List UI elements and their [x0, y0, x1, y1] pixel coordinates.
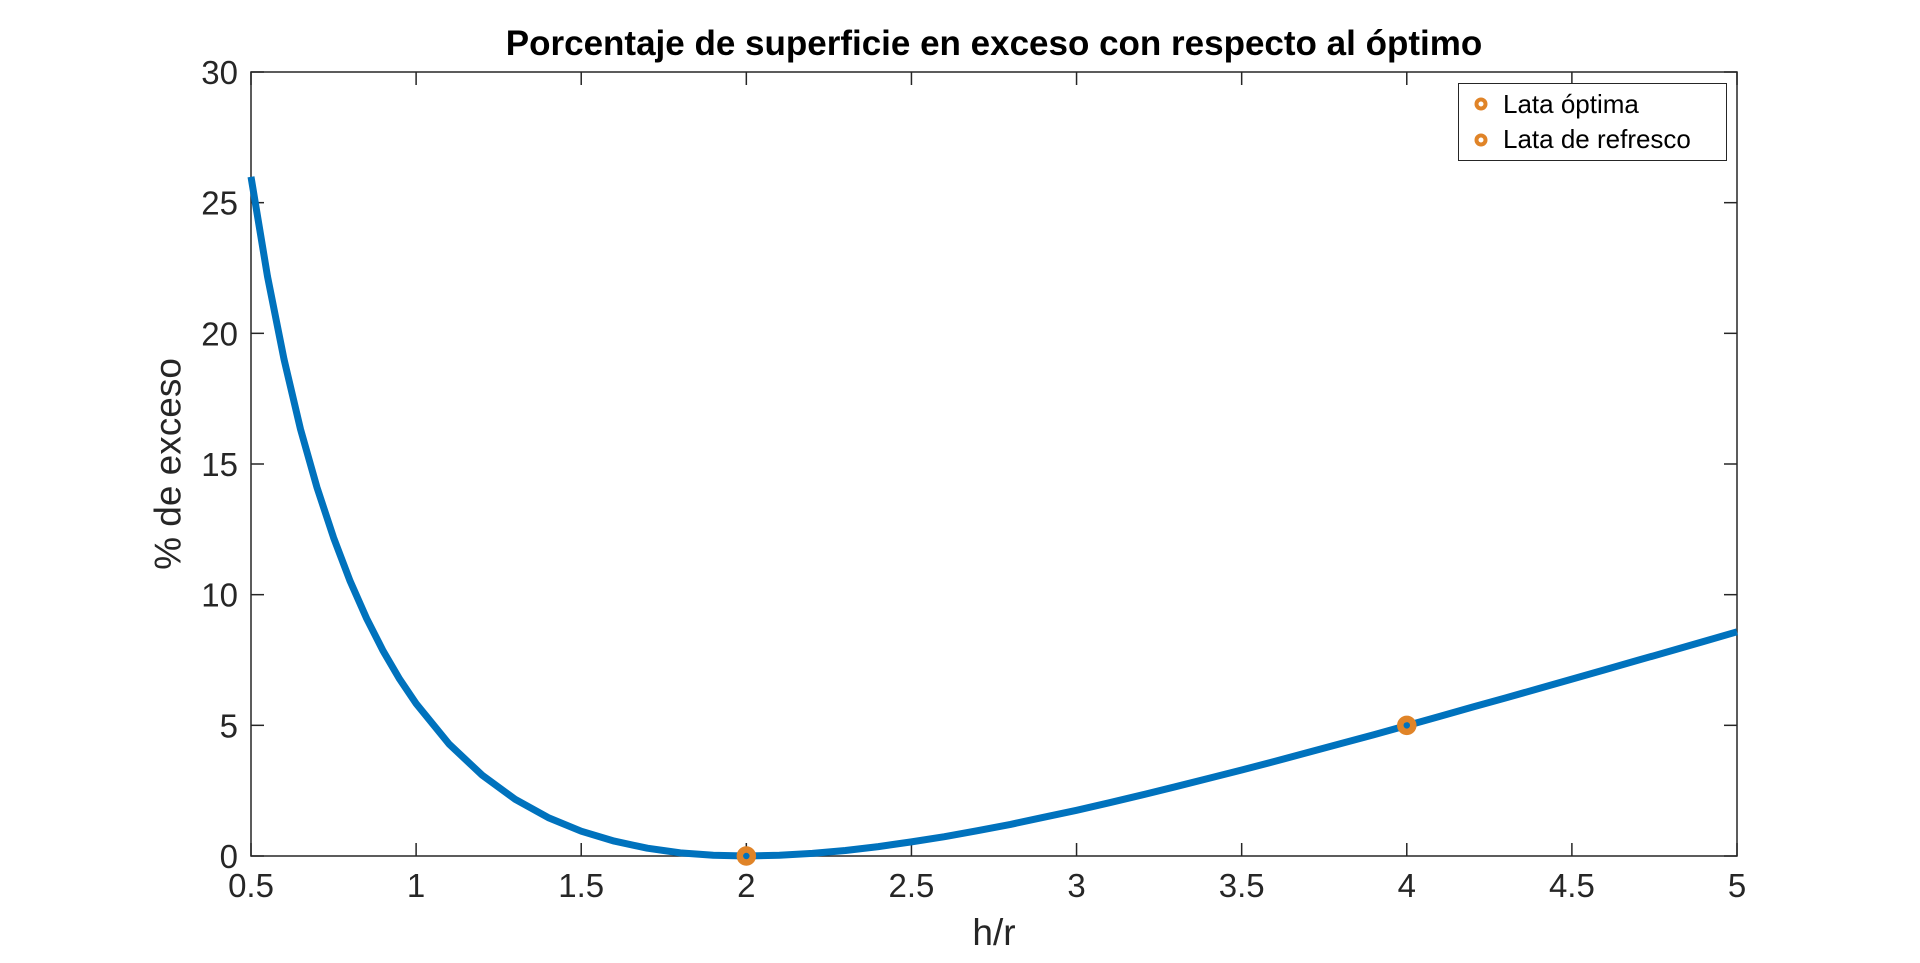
x-tick-label: 4.5: [1549, 867, 1595, 904]
y-tick-label: 5: [220, 707, 238, 744]
x-axis-label: h/r: [972, 912, 1016, 953]
legend-label: Lata de refresco: [1503, 124, 1691, 155]
legend: Lata óptima Lata de refresco: [1458, 83, 1727, 161]
curve-exceso: [247, 176, 1738, 860]
legend-label: Lata óptima: [1503, 88, 1639, 119]
x-tick-label: 5: [1728, 867, 1746, 904]
y-tick-label: 15: [201, 446, 238, 483]
x-tick-label: 4: [1398, 867, 1416, 904]
x-tick-label: 3: [1067, 867, 1085, 904]
axes-box: [250, 71, 1738, 857]
chart-title: Porcentaje de superficie en exceso con r…: [505, 24, 1483, 63]
x-tick-label: 1: [407, 867, 425, 904]
y-tick-label: 0: [220, 838, 238, 875]
y-axis-label: % de exceso: [147, 358, 189, 570]
y-tick-label: 25: [201, 185, 238, 222]
marker-lata-óptima: [736, 846, 757, 866]
circle-marker-icon: [1474, 97, 1488, 111]
y-tick-label: 30: [201, 54, 238, 91]
x-tick-label: 2: [737, 867, 755, 904]
legend-item-lata-refresco: Lata de refresco: [1472, 124, 1726, 155]
circle-marker-icon: [1474, 133, 1488, 147]
y-tick-label: 20: [201, 315, 238, 352]
x-tick-label: 3.5: [1219, 867, 1265, 904]
x-tick-label: 0.5: [228, 867, 274, 904]
x-tick-label: 2.5: [889, 867, 935, 904]
marker-lata-de-refresco: [1397, 715, 1417, 736]
legend-item-lata-optima: Lata óptima: [1472, 89, 1726, 120]
y-tick-label: 10: [201, 577, 238, 614]
x-tick-label: 1.5: [558, 867, 604, 904]
